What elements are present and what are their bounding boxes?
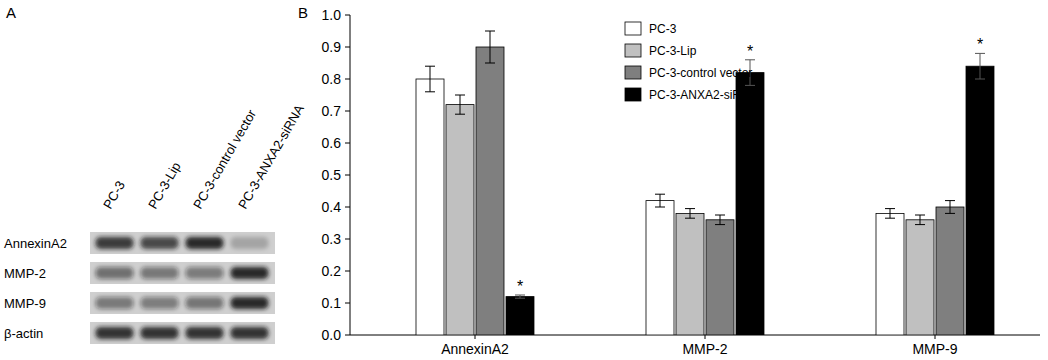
- blot-band: [186, 297, 224, 309]
- error-bar: [715, 215, 725, 225]
- figure-svg: A PC-3 PC-3-Lip PC-3-control vector PC-3-ANX…: [0, 0, 1048, 360]
- blot-band: [96, 267, 134, 279]
- x-tick: [935, 335, 936, 339]
- bar: [966, 66, 994, 335]
- legend-label: PC-3-Lip: [649, 44, 697, 58]
- y-tick-label: 0.3: [322, 231, 342, 247]
- blot-band: [141, 327, 179, 339]
- error-bar: [425, 66, 435, 92]
- bar: [876, 213, 904, 335]
- y-tick: [345, 303, 350, 304]
- x-tick-label: AnnexinA2: [441, 341, 509, 357]
- y-tick: [345, 175, 350, 176]
- error-bar: [685, 209, 695, 219]
- legend-swatch: [625, 22, 641, 35]
- y-tick-label: 0.5: [322, 167, 342, 183]
- blot-band: [231, 327, 269, 339]
- significance-mark: *: [747, 43, 753, 60]
- bar: [736, 73, 764, 335]
- y-tick-label: 0.8: [322, 71, 342, 87]
- error-bar: [945, 201, 955, 214]
- y-tick-label: 0.2: [322, 263, 342, 279]
- panel-label: A: [6, 4, 16, 21]
- blot-band: [186, 237, 224, 249]
- bars: [416, 31, 994, 335]
- error-bar: [915, 215, 925, 225]
- bar: [416, 79, 444, 335]
- x-tick: [705, 335, 706, 339]
- blot-band: [96, 297, 134, 309]
- blot-strip: [90, 322, 275, 344]
- legend-swatch: [625, 66, 641, 79]
- error-bar: [885, 209, 895, 219]
- significance-mark: *: [977, 36, 983, 53]
- y-tick: [345, 335, 350, 336]
- row-label: MMP-9: [4, 296, 46, 311]
- error-bar: [485, 31, 495, 63]
- error-bar: [515, 295, 525, 298]
- figure: A PC-3 PC-3-Lip PC-3-control vector PC-3-ANX…: [0, 0, 1048, 360]
- bar: [446, 105, 474, 335]
- lane-label: PC-3-ANXA2-siRNA: [235, 102, 307, 212]
- y-tick: [345, 143, 350, 144]
- blot-band: [96, 237, 134, 249]
- bar: [506, 297, 534, 335]
- x-tick-label: MMP-9: [912, 341, 957, 357]
- row-label: MMP-2: [4, 266, 46, 281]
- error-bar: [455, 95, 465, 114]
- annotations: * * *: [517, 36, 983, 295]
- bar: [476, 47, 504, 335]
- bar: [646, 201, 674, 335]
- y-tick-label: 0.7: [322, 103, 342, 119]
- blot-band: [186, 267, 224, 279]
- legend: PC-3 PC-3-Lip PC-3-control vector PC-3-ANXA…: [625, 22, 758, 102]
- legend-swatch: [625, 44, 641, 57]
- y-tick-label: 0.4: [322, 199, 342, 215]
- y-tick: [345, 47, 350, 48]
- blot-band: [141, 297, 179, 309]
- row-label: AnnexinA2: [4, 236, 67, 251]
- lane-label: PC-3: [100, 178, 128, 211]
- blot-band: [231, 297, 269, 309]
- legend-label: PC-3: [649, 22, 677, 36]
- y-tick: [345, 239, 350, 240]
- y-tick: [345, 207, 350, 208]
- blot-band: [141, 267, 179, 279]
- error-bar: [655, 194, 665, 207]
- blot-band: [186, 327, 224, 339]
- bar: [906, 220, 934, 335]
- legend-label: PC-3-control vector: [649, 66, 752, 80]
- y-tick: [345, 271, 350, 272]
- y-tick-label: 0.0: [322, 327, 342, 343]
- panel-label: B: [298, 4, 308, 21]
- y-tick-label: 0.6: [322, 135, 342, 151]
- blot-band: [231, 267, 269, 279]
- y-tick-label: 0.1: [322, 295, 342, 311]
- significance-mark: *: [517, 278, 523, 295]
- legend-label: PC-3-ANXA2-siRNA: [649, 88, 758, 102]
- lane-label: PC-3-Lip: [145, 160, 184, 212]
- row-label: β-actin: [4, 326, 43, 341]
- bar: [706, 220, 734, 335]
- blot-strip: [90, 292, 275, 314]
- error-bar: [975, 53, 985, 79]
- blot-band: [231, 237, 269, 249]
- blot-band: [141, 237, 179, 249]
- y-tick-label: 1.0: [322, 7, 342, 23]
- y-tick-label: 0.9: [322, 39, 342, 55]
- y-tick: [345, 111, 350, 112]
- x-tick: [475, 335, 476, 339]
- bar: [676, 213, 704, 335]
- y-tick: [345, 79, 350, 80]
- y-tick: [345, 15, 350, 16]
- x-tick-label: MMP-2: [682, 341, 727, 357]
- blot-strip: [90, 262, 275, 284]
- legend-swatch: [625, 88, 641, 101]
- blot-strip: [90, 232, 275, 254]
- bar: [936, 207, 964, 335]
- blot-band: [96, 327, 134, 339]
